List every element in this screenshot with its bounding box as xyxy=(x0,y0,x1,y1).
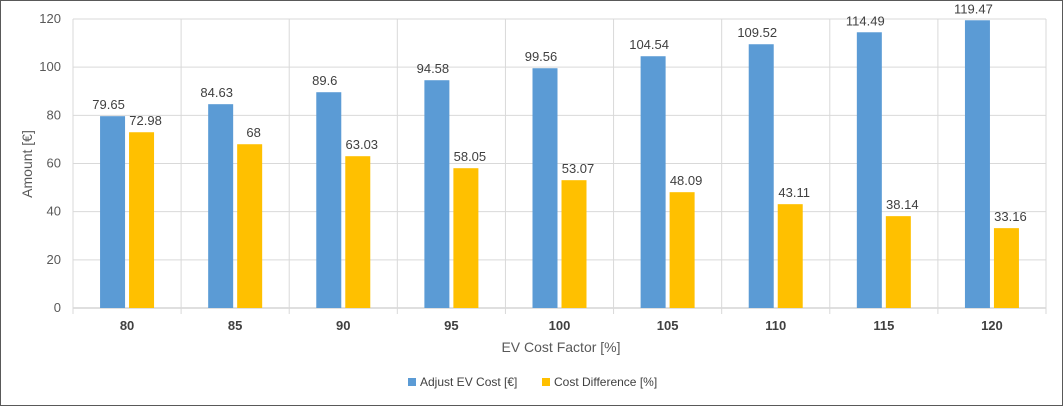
bar-cost-difference xyxy=(345,156,371,308)
data-label-cost-difference: 38.14 xyxy=(886,197,919,212)
x-tick-label: 110 xyxy=(765,318,786,333)
bar-adjust-ev-cost xyxy=(424,80,450,308)
data-label-cost-difference: 33.16 xyxy=(994,209,1027,224)
bar-adjust-ev-cost xyxy=(640,56,666,308)
y-tick-label: 0 xyxy=(54,300,61,315)
data-label-adjust-ev-cost: 109.52 xyxy=(737,25,777,40)
bar-cost-difference xyxy=(669,192,695,308)
data-label-adjust-ev-cost: 114.49 xyxy=(846,13,885,28)
bar-cost-difference xyxy=(237,144,263,308)
gridlines xyxy=(72,18,1047,314)
bar-cost-difference xyxy=(453,168,479,308)
x-tick-label: 100 xyxy=(549,318,571,333)
x-tick-label: 105 xyxy=(657,318,679,333)
bar-adjust-ev-cost xyxy=(316,92,342,308)
data-label-cost-difference: 63.03 xyxy=(346,137,379,152)
data-labels: 79.65 72.98 84.63 68 89.6 63.03 94.58 58.05 99.5… xyxy=(92,1,1026,224)
data-label-adjust-ev-cost: 119.47 xyxy=(954,1,993,16)
bars xyxy=(100,20,1019,309)
data-label-adjust-ev-cost: 84.63 xyxy=(200,85,233,100)
data-label-cost-difference: 53.07 xyxy=(562,161,595,176)
legend-label-adjust-ev-cost: Adjust EV Cost [€] xyxy=(420,375,517,389)
x-tick-label: 90 xyxy=(336,318,350,333)
x-tick-label: 120 xyxy=(981,318,1003,333)
y-tick-label: 60 xyxy=(47,156,61,171)
data-label-adjust-ev-cost: 89.6 xyxy=(312,73,337,88)
legend-label-cost-difference: Cost Difference [%] xyxy=(554,375,657,389)
bar-adjust-ev-cost xyxy=(100,116,126,309)
data-label-adjust-ev-cost: 79.65 xyxy=(92,97,125,112)
x-tick-label: 80 xyxy=(120,318,134,333)
y-tick-label: 100 xyxy=(39,59,61,74)
data-label-cost-difference: 43.11 xyxy=(778,185,810,200)
x-tick-label: 115 xyxy=(873,318,894,333)
bar-cost-difference xyxy=(993,228,1019,308)
y-tick-label: 40 xyxy=(47,204,61,219)
bar-cost-difference xyxy=(777,204,803,308)
y-axis-title: Amount [€] xyxy=(19,130,35,198)
data-label-cost-difference: 58.05 xyxy=(454,149,487,164)
bar-cost-difference xyxy=(561,180,587,308)
data-label-cost-difference: 72.98 xyxy=(129,113,162,128)
y-tick-label: 20 xyxy=(47,252,61,267)
data-label-cost-difference: 68 xyxy=(246,125,260,140)
legend: Adjust EV Cost [€] Cost Difference [%] xyxy=(408,375,657,389)
y-tick-label: 80 xyxy=(47,107,61,122)
y-tick-labels: 0 20 40 60 80 100 120 xyxy=(39,11,61,315)
bar-cost-difference xyxy=(129,132,155,308)
y-tick-label: 120 xyxy=(39,11,61,26)
data-label-adjust-ev-cost: 104.54 xyxy=(629,37,669,52)
bar-adjust-ev-cost xyxy=(856,32,882,308)
x-tick-labels: 80 85 90 95 100 105 110 115 120 xyxy=(120,318,1003,333)
data-label-adjust-ev-cost: 94.58 xyxy=(417,61,450,76)
bar-adjust-ev-cost xyxy=(532,68,558,308)
bar-adjust-ev-cost xyxy=(748,44,774,309)
data-label-adjust-ev-cost: 99.56 xyxy=(525,49,558,64)
bar-adjust-ev-cost xyxy=(964,20,990,308)
bar-adjust-ev-cost xyxy=(208,104,234,309)
x-tick-label: 95 xyxy=(444,318,458,333)
x-tick-label: 85 xyxy=(228,318,242,333)
legend-swatch-adjust-ev-cost xyxy=(408,378,416,386)
bar-cost-difference xyxy=(885,216,911,308)
data-label-cost-difference: 48.09 xyxy=(670,173,703,188)
x-axis-title: EV Cost Factor [%] xyxy=(501,339,620,355)
legend-swatch-cost-difference xyxy=(542,378,550,386)
